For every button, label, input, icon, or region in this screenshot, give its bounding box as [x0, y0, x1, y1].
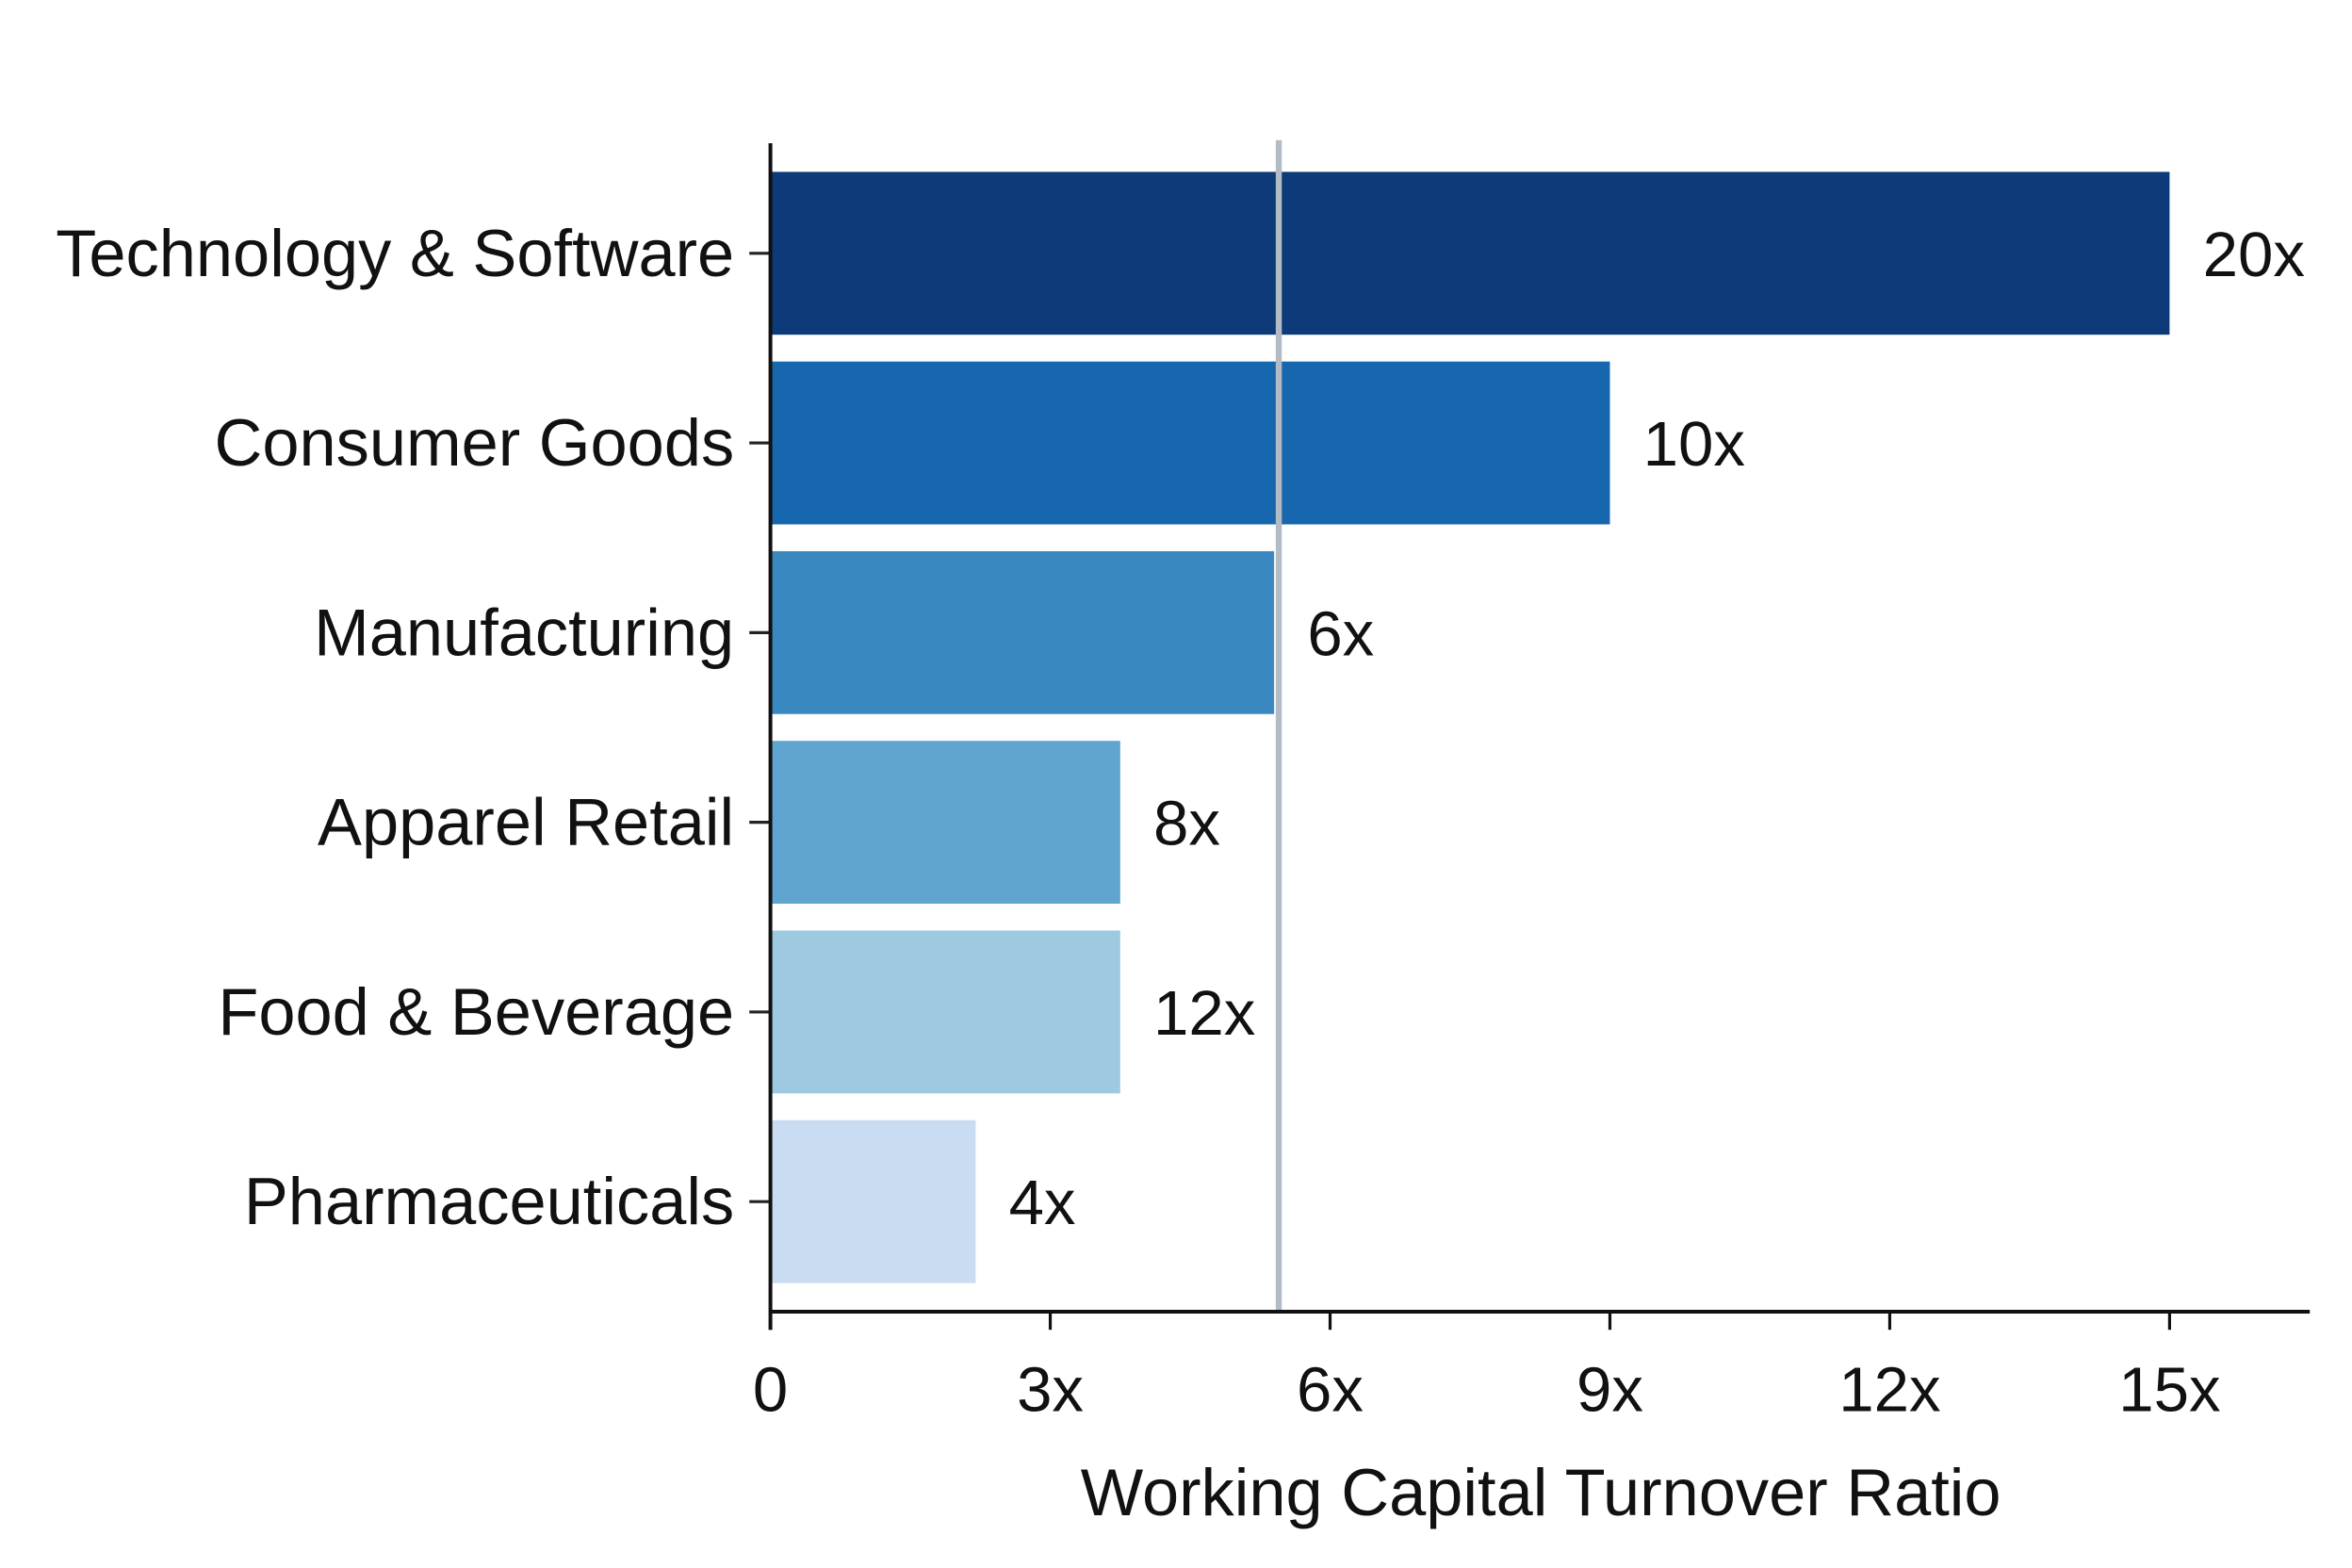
bar: [770, 1119, 976, 1283]
y-tick-label: Food & Beverage: [218, 974, 734, 1049]
y-tick-label: Technology & Software: [56, 216, 734, 290]
bar: [770, 172, 2170, 335]
x-tick-label: 12x: [1838, 1355, 1940, 1426]
bar: [770, 550, 1275, 714]
data-label: 12x: [1153, 978, 1255, 1049]
bars-group: 20x 10x 6x 8x 12x 4x: [770, 172, 2305, 1283]
data-label: 4x: [1009, 1168, 1076, 1238]
bar: [770, 930, 1120, 1094]
x-tick-label: 9x: [1576, 1355, 1643, 1426]
x-tick-label: 15x: [2118, 1355, 2220, 1426]
x-axis-title: Working Capital Turnover Ratio: [1081, 1455, 2001, 1529]
data-label: 10x: [1643, 409, 1745, 480]
y-tick-label: Apparel Retail: [318, 785, 734, 859]
x-tick-label: 3x: [1017, 1355, 1084, 1426]
data-label: 6x: [1307, 598, 1374, 669]
x-tick-label: 0: [753, 1355, 788, 1426]
bar: [770, 741, 1120, 905]
y-tick-label: Manufacturing: [314, 595, 734, 669]
y-tick-label: Consumer Goods: [215, 405, 735, 480]
data-label: 20x: [2203, 220, 2305, 290]
data-label: 8x: [1153, 789, 1220, 859]
axes-group: Technology & Software Consumer Goods Manuf…: [56, 143, 2311, 1426]
bar: [770, 361, 1610, 525]
x-tick-label: 6x: [1297, 1355, 1364, 1426]
y-tick-label: Pharmaceuticals: [244, 1164, 734, 1238]
